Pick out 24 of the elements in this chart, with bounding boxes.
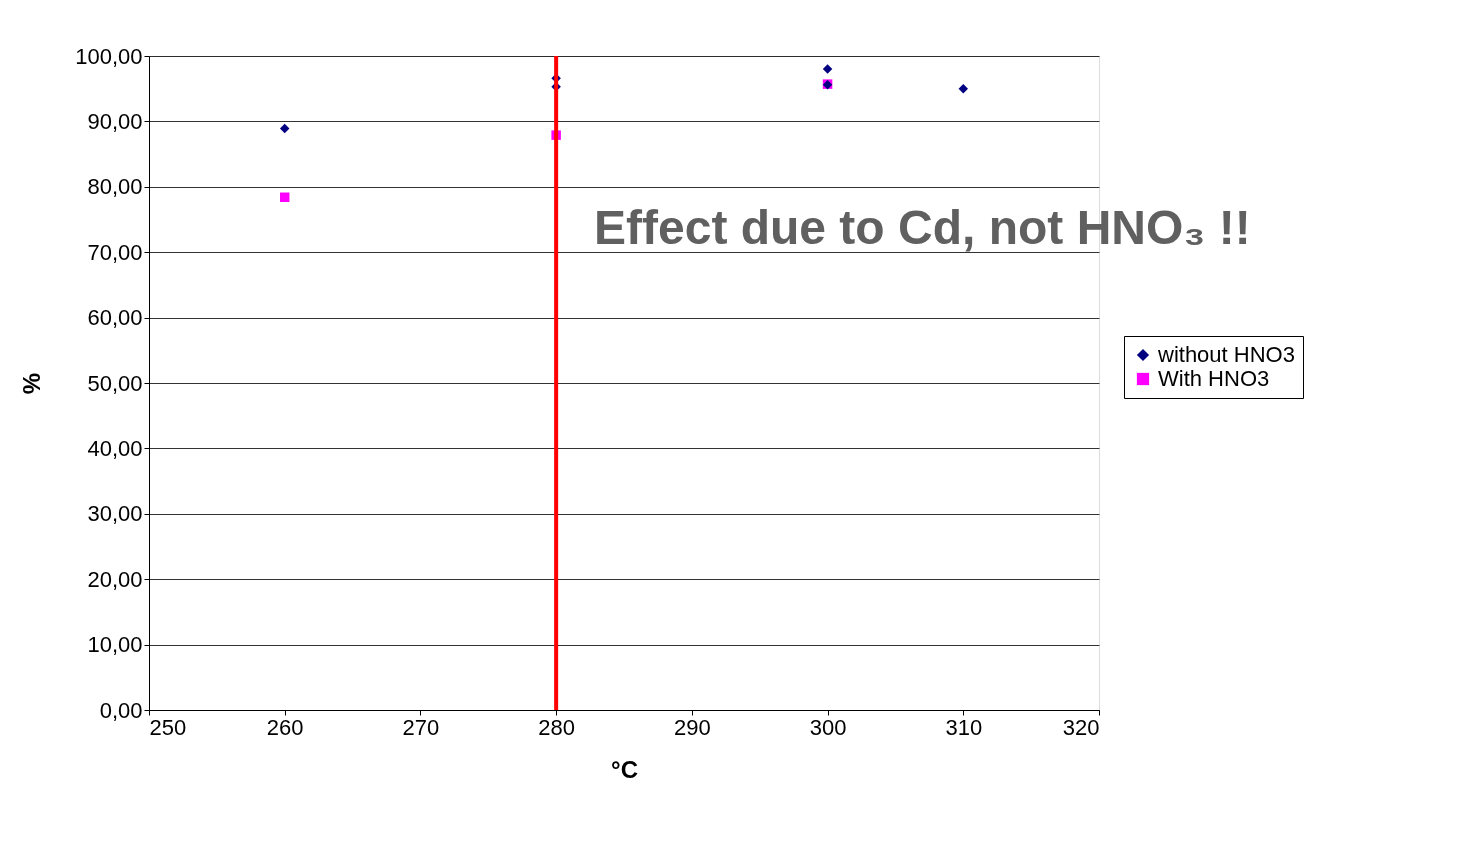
y-tick-label: 20,00	[87, 566, 143, 592]
y-tick-label: 80,00	[87, 174, 143, 200]
annotation: Effect due to Cd, not HNO₃ !!	[594, 201, 1251, 254]
y-tick-label: 10,00	[87, 632, 143, 658]
legend-label: With HNO3	[1158, 366, 1270, 391]
x-tick-label: 320	[1062, 714, 1100, 740]
y-tick-label: 40,00	[87, 435, 143, 461]
y-tick-label: 100,00	[75, 43, 143, 69]
y-tick-label: 60,00	[87, 305, 143, 331]
y-tick-label: 70,00	[87, 239, 143, 265]
y-tick-label: 90,00	[87, 108, 143, 134]
x-tick-label: 260	[266, 714, 304, 740]
x-tick-label: 290	[674, 714, 711, 740]
x-axis-title: °C	[611, 755, 638, 783]
y-tick-label: 50,00	[87, 370, 143, 396]
x-tick-label: 310	[945, 714, 983, 740]
x-tick-label: 270	[402, 714, 440, 740]
x-tick-label: 300	[809, 714, 847, 740]
y-axis-title: %	[18, 372, 46, 395]
y-tick-label: 0,00	[99, 697, 143, 723]
legend-label: without HNO3	[1157, 342, 1295, 367]
x-tick-label: 280	[538, 714, 575, 740]
y-tick-label: 30,00	[87, 501, 143, 527]
x-tick-label: 250	[149, 714, 187, 740]
